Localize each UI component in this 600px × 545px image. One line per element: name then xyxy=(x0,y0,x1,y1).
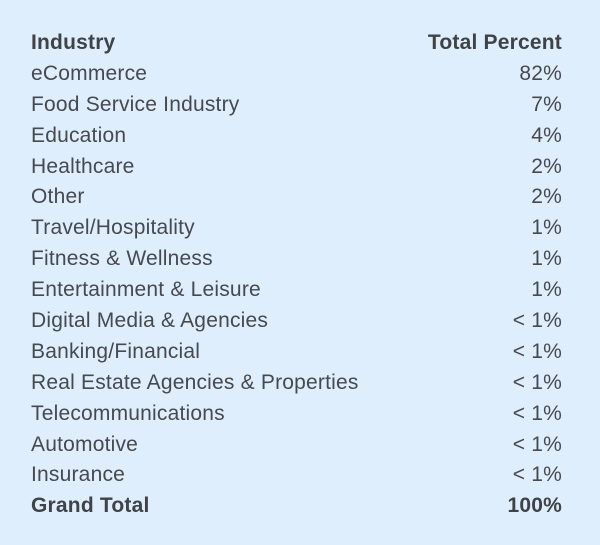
table-header: Industry Total Percent xyxy=(31,28,562,59)
header-industry: Industry xyxy=(31,31,116,54)
table-row: Real Estate Agencies & Properties < 1% xyxy=(31,368,562,399)
percent-cell: < 1% xyxy=(512,401,562,425)
industry-cell: Digital Media & Agencies xyxy=(31,309,269,333)
percent-cell: 2% xyxy=(531,154,562,178)
industry-cell: Other xyxy=(31,185,85,209)
percent-cell: 82% xyxy=(519,61,562,85)
table-row: Entertainment & Leisure 1% xyxy=(31,275,562,306)
industry-cell: Real Estate Agencies & Properties xyxy=(31,370,359,394)
industry-cell: Telecommunications xyxy=(31,401,225,425)
table-row: Travel/Hospitality 1% xyxy=(31,213,562,244)
table-row: Healthcare 2% xyxy=(31,152,562,183)
table-row: Food Service Industry 7% xyxy=(31,90,562,121)
table-row: Automotive < 1% xyxy=(31,430,562,461)
percent-cell: 7% xyxy=(531,92,562,116)
percent-cell: 2% xyxy=(531,185,562,209)
table-row: Telecommunications < 1% xyxy=(31,399,562,430)
table-row: eCommerce 82% xyxy=(31,59,562,90)
industry-cell: Education xyxy=(31,123,127,147)
table-row: Other 2% xyxy=(31,182,562,213)
industry-cell: Banking/Financial xyxy=(31,339,201,363)
table-row: Banking/Financial < 1% xyxy=(31,337,562,368)
industry-cell: Automotive xyxy=(31,432,139,456)
industry-cell: Entertainment & Leisure xyxy=(31,278,261,302)
grand-total-value: 100% xyxy=(507,494,562,518)
table-row: Fitness & Wellness 1% xyxy=(31,244,562,275)
table-row: Education 4% xyxy=(31,121,562,152)
industry-cell: Travel/Hospitality xyxy=(31,216,195,240)
percent-cell: 1% xyxy=(531,278,562,302)
percent-cell: < 1% xyxy=(512,432,562,456)
percent-cell: < 1% xyxy=(512,463,562,487)
grand-total-label: Grand Total xyxy=(31,494,150,518)
percent-cell: < 1% xyxy=(512,339,562,363)
percent-cell: < 1% xyxy=(512,309,562,333)
percent-cell: 4% xyxy=(531,123,562,147)
industry-table: Industry Total Percent eCommerce 82% Food… xyxy=(31,28,562,522)
industry-cell: Insurance xyxy=(31,463,126,487)
industry-cell: Healthcare xyxy=(31,154,135,178)
percent-cell: < 1% xyxy=(512,370,562,394)
grand-total-row: Grand Total 100% xyxy=(31,491,562,522)
table-row: Digital Media & Agencies < 1% xyxy=(31,306,562,337)
percent-cell: 1% xyxy=(531,216,562,240)
industry-cell: Fitness & Wellness xyxy=(31,247,213,271)
table-row: Insurance < 1% xyxy=(31,460,562,491)
industry-cell: eCommerce xyxy=(31,61,148,85)
header-total-percent: Total Percent xyxy=(427,31,562,54)
percent-cell: 1% xyxy=(531,247,562,271)
industry-cell: Food Service Industry xyxy=(31,92,240,116)
